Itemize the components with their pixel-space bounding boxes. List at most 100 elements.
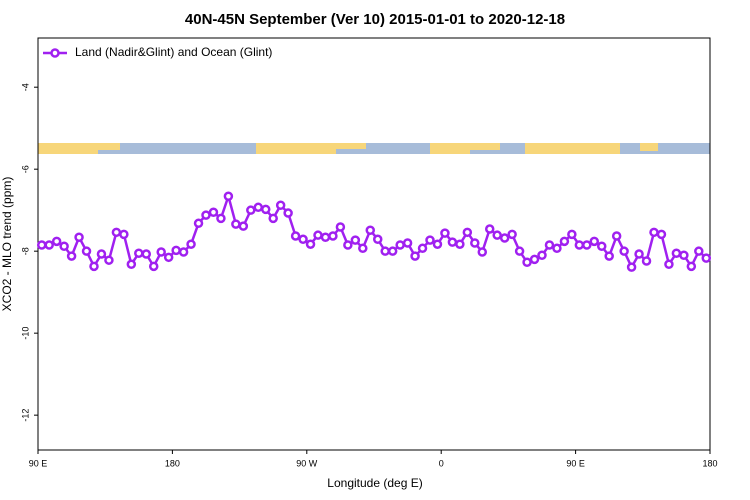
x-tick-label: 90 W: [296, 458, 318, 468]
data-point: [372, 234, 383, 245]
data-point: [514, 246, 525, 256]
data-point: [447, 237, 458, 247]
data-point: [89, 261, 99, 272]
data-point: [582, 240, 592, 250]
chart-title: 40N-45N September (Ver 10) 2015-01-01 to…: [185, 11, 565, 28]
x-axis-label: Longitude (deg E): [327, 476, 422, 490]
data-point: [679, 250, 689, 261]
data-point: [507, 229, 517, 240]
data-point: [604, 251, 614, 261]
data-point: [365, 225, 376, 236]
y-tick-label: -12: [20, 409, 30, 422]
data-point: [216, 213, 226, 224]
data-point: [141, 249, 152, 259]
data-point: [335, 222, 346, 232]
data-point: [484, 224, 495, 234]
data-point: [619, 246, 629, 256]
data-point: [410, 251, 420, 261]
data-point: [186, 239, 196, 249]
data-point: [537, 250, 547, 261]
data-point: [283, 208, 293, 218]
data-point: [664, 259, 674, 270]
data-point: [686, 261, 697, 272]
data-point: [208, 207, 219, 217]
data-point: [119, 229, 129, 240]
data-point: [634, 249, 644, 259]
data-point: [96, 249, 107, 259]
data-point: [462, 227, 473, 238]
data-point: [290, 231, 301, 241]
data-point: [253, 202, 264, 213]
data-point: [313, 230, 323, 240]
data-point: [552, 243, 562, 254]
data-point: [305, 239, 316, 249]
data-point: [694, 246, 704, 256]
data-point: [559, 236, 570, 247]
legend-label: Land (Nadir&Glint) and Ocean (Glint): [75, 45, 272, 59]
data-point: [567, 229, 577, 240]
data-point: [163, 252, 174, 263]
data-point: [477, 247, 488, 257]
y-tick-label: -6: [20, 165, 30, 173]
data-point: [417, 243, 428, 254]
data-point: [402, 238, 413, 248]
data-point: [440, 228, 450, 238]
data-point: [148, 261, 159, 272]
legend-marker: [50, 48, 60, 58]
data-point: [178, 247, 189, 257]
y-axis-label: XCO2 - MLO trend (ppm): [0, 177, 14, 312]
plot-frame: [37, 37, 711, 451]
data-point: [641, 256, 652, 266]
x-tick-label: 180: [165, 458, 180, 468]
data-point: [298, 234, 308, 245]
x-tick-label: 0: [439, 458, 444, 468]
data-point: [387, 246, 398, 256]
data-point: [156, 247, 166, 257]
data-point: [231, 219, 241, 229]
data-point: [81, 246, 92, 256]
data-point: [111, 227, 122, 238]
data-point: [358, 243, 368, 254]
data-point: [328, 231, 338, 241]
data-point: [59, 241, 69, 252]
y-tick-label: -4: [20, 83, 30, 91]
data-point: [425, 235, 435, 245]
data-point: [544, 240, 555, 250]
data-point: [126, 259, 137, 270]
data-point: [66, 251, 77, 261]
data-point: [395, 240, 405, 250]
data-point: [260, 204, 271, 215]
data-point: [611, 231, 622, 241]
data-point: [455, 239, 465, 249]
data-point: [193, 218, 204, 229]
data-point: [36, 240, 47, 250]
x-tick-label: 180: [702, 458, 717, 468]
data-point: [522, 257, 532, 267]
x-tick-label: 90 E: [566, 458, 585, 468]
data-point: [596, 241, 607, 252]
data-point: [275, 200, 286, 211]
data-point: [343, 240, 353, 250]
y-tick-label: -10: [20, 327, 30, 340]
data-point: [246, 205, 256, 215]
data-point: [134, 248, 144, 258]
data-point: [51, 236, 62, 247]
data-point: [492, 230, 502, 240]
data-point: [171, 245, 181, 256]
data-point: [671, 248, 682, 258]
data-point: [74, 232, 84, 242]
data-point: [201, 210, 211, 220]
y-tick-label: -8: [20, 247, 30, 255]
data-point: [470, 238, 480, 248]
data-point: [223, 191, 234, 201]
data-point: [626, 262, 637, 272]
data-point: [574, 240, 585, 250]
data-point: [268, 213, 278, 224]
data-point: [44, 240, 54, 250]
x-tick-label: 90 E: [29, 458, 48, 468]
data-point: [649, 227, 659, 238]
data-point: [238, 221, 249, 231]
data-point: [499, 233, 510, 243]
data-point: [350, 235, 361, 245]
